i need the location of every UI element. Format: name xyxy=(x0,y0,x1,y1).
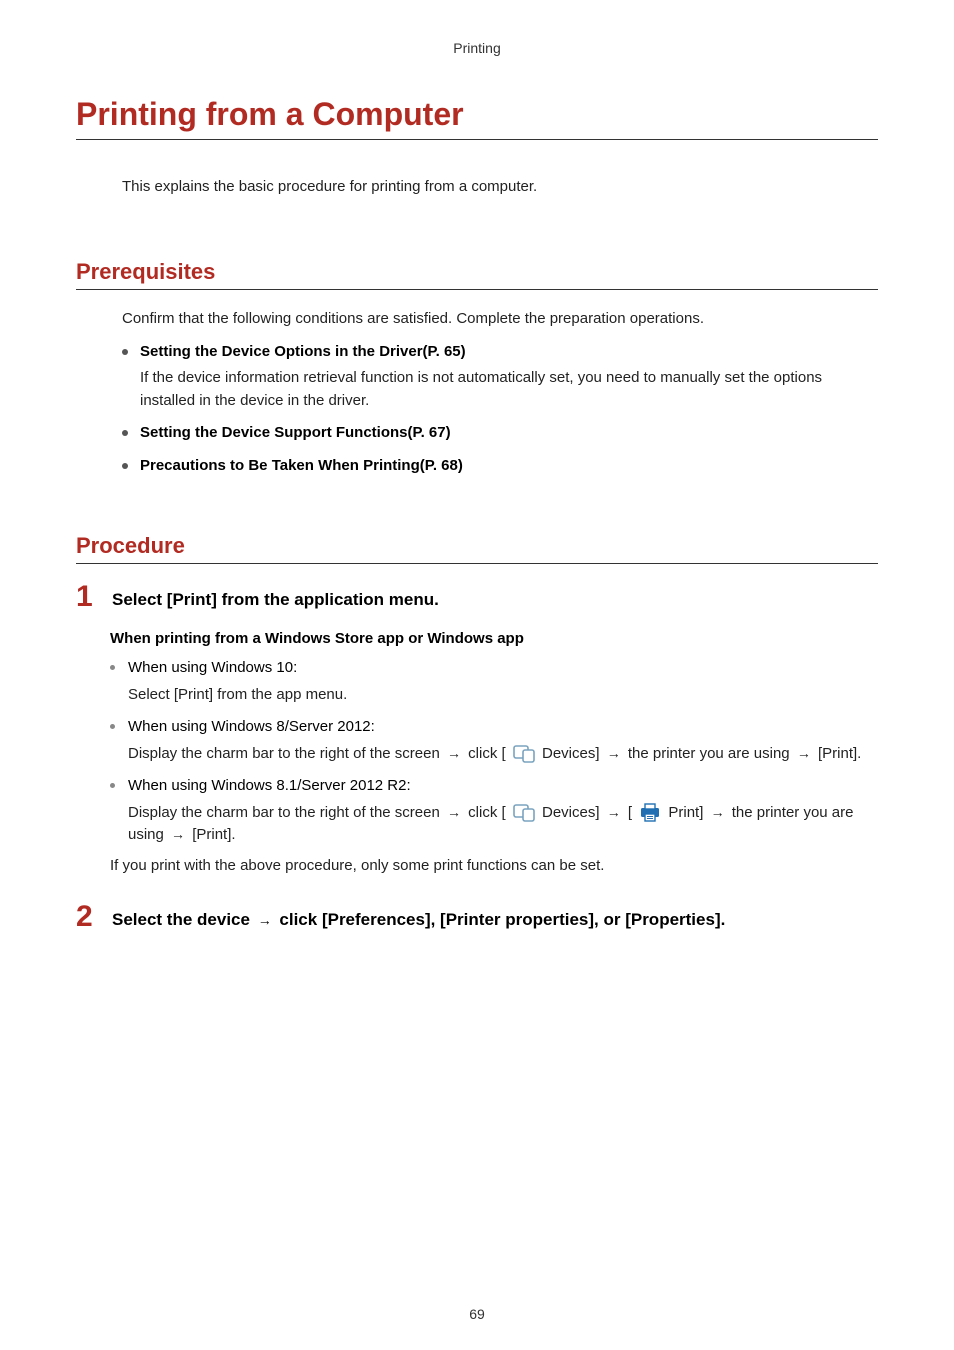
arrow-glyph: → xyxy=(255,912,275,928)
step-number: 1 xyxy=(76,582,98,612)
prerequisite-link[interactable]: Precautions to Be Taken When Printing(P.… xyxy=(140,457,463,474)
bullet-lead: When using Windows 10: xyxy=(128,657,878,680)
prerequisites-lead: Confirm that the following conditions ar… xyxy=(122,308,878,331)
page-header-category: Printing xyxy=(76,40,878,56)
arrow-glyph: → xyxy=(708,804,728,820)
step-title: Select the device → click [Preferences],… xyxy=(112,902,725,932)
step-bullet-item: When using Windows 8.1/Server 2012 R2: Di… xyxy=(110,775,878,847)
devices-icon xyxy=(512,802,536,824)
bullet-lead: When using Windows 8/Server 2012: xyxy=(128,716,878,739)
step-number: 2 xyxy=(76,902,98,932)
page-title: Printing from a Computer xyxy=(76,96,878,140)
arrow-glyph: → xyxy=(168,826,188,842)
prerequisite-link[interactable]: Setting the Device Support Functions(P. … xyxy=(140,424,451,441)
prerequisite-item: Setting the Device Support Functions(P. … xyxy=(122,422,878,445)
prerequisite-item: Precautions to Be Taken When Printing(P.… xyxy=(122,455,878,478)
prerequisite-link[interactable]: Setting the Device Options in the Driver… xyxy=(140,343,466,360)
arrow-glyph: → xyxy=(444,804,464,820)
print-icon xyxy=(638,802,662,824)
page-number: 69 xyxy=(0,1306,954,1322)
arrow-glyph: → xyxy=(604,745,624,761)
bullet-detail: Display the charm bar to the right of th… xyxy=(128,802,878,847)
arrow-glyph: → xyxy=(604,804,624,820)
step-title: Select [Print] from the application menu… xyxy=(112,582,439,612)
bullet-detail: Select [Print] from the app menu. xyxy=(128,684,878,707)
step-after-note: If you print with the above procedure, o… xyxy=(110,857,878,874)
arrow-glyph: → xyxy=(444,745,464,761)
prerequisites-list: Setting the Device Options in the Driver… xyxy=(122,341,878,478)
procedure-step: 1 Select [Print] from the application men… xyxy=(76,582,878,612)
bullet-lead: When using Windows 8.1/Server 2012 R2: xyxy=(128,775,878,798)
procedure-heading: Procedure xyxy=(76,533,878,564)
bullet-detail: Display the charm bar to the right of th… xyxy=(128,743,878,766)
devices-icon xyxy=(512,743,536,765)
prerequisites-heading: Prerequisites xyxy=(76,259,878,290)
procedure-step: 2 Select the device → click [Preferences]… xyxy=(76,902,878,932)
prerequisite-item: Setting the Device Options in the Driver… xyxy=(122,341,878,413)
step-bullet-item: When using Windows 8/Server 2012: Display… xyxy=(110,716,878,765)
step-subheading: When printing from a Windows Store app o… xyxy=(110,630,878,647)
arrow-glyph: → xyxy=(794,745,814,761)
step-bullet-list: When using Windows 10: Select [Print] fro… xyxy=(110,657,878,847)
intro-text: This explains the basic procedure for pr… xyxy=(122,178,878,195)
prerequisite-note: If the device information retrieval func… xyxy=(140,367,878,412)
step-bullet-item: When using Windows 10: Select [Print] fro… xyxy=(110,657,878,706)
